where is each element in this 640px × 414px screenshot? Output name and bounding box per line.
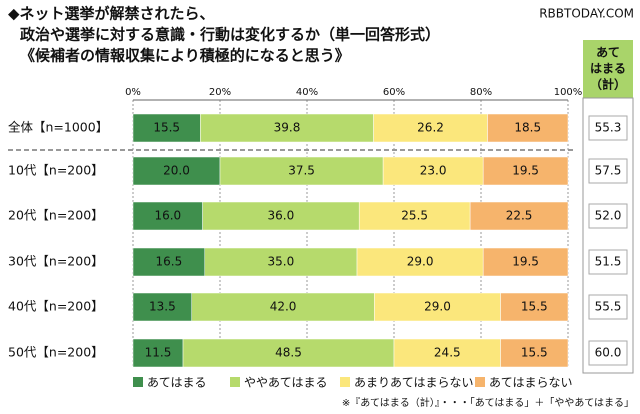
legend-label: あてはまらない	[489, 376, 573, 390]
value-label: 15.5	[521, 346, 548, 360]
bar-segment	[500, 292, 569, 322]
total-label: 60.0	[595, 346, 622, 360]
x-tick-label: 100%	[554, 87, 583, 98]
value-label: 11.5	[145, 346, 172, 360]
total-box	[588, 249, 628, 275]
category-label: 30代【n=200】	[8, 254, 104, 269]
total-column	[582, 97, 634, 374]
footnote: ※『あてはまる（計）』・・・「あてはまる」＋「ややあてはまる」	[342, 396, 634, 409]
value-label: 26.2	[417, 121, 444, 135]
value-label: 15.5	[153, 121, 180, 135]
total-box	[588, 340, 628, 366]
bar-segment	[219, 156, 384, 186]
x-tick-label: 0%	[125, 87, 141, 98]
bar-segment	[132, 338, 184, 368]
value-label: 35.0	[268, 255, 295, 269]
value-label: 19.5	[512, 255, 539, 269]
legend-swatch	[133, 377, 143, 387]
bar-segment	[132, 201, 203, 231]
total-header-box	[583, 40, 633, 98]
bar-segment	[482, 247, 569, 277]
category-label: 全体【n=1000】	[8, 120, 108, 135]
value-label: 37.5	[288, 164, 315, 178]
value-label: 18.5	[514, 121, 541, 135]
total-box	[588, 158, 628, 184]
value-label: 29.0	[424, 300, 451, 314]
watermark: RBBTODAY.COM	[539, 7, 634, 21]
value-label: 48.5	[275, 346, 302, 360]
value-label: 25.5	[401, 209, 428, 223]
bar-segment	[132, 156, 221, 186]
value-label: 13.5	[149, 300, 176, 314]
bar-segment	[132, 247, 206, 277]
x-tick-label: 40%	[296, 87, 318, 98]
legend-label: ややあてはまる	[244, 376, 328, 390]
bar-segment	[487, 113, 569, 143]
legend-swatch	[230, 377, 240, 387]
value-label: 16.5	[156, 255, 183, 269]
total-box	[588, 115, 628, 141]
bar-segment	[132, 113, 201, 143]
legend-swatch	[340, 377, 350, 387]
total-header: あて	[596, 46, 620, 60]
bar-segment	[358, 201, 471, 231]
bar-segment	[393, 338, 501, 368]
x-tick-label: 80%	[470, 87, 492, 98]
bar-segment	[469, 201, 569, 231]
bar-segment	[500, 338, 569, 368]
total-box	[588, 203, 628, 229]
bar-segment	[482, 156, 569, 186]
title-line: ◆ネット選挙が解禁されたら、	[8, 5, 215, 23]
category-label: 40代【n=200】	[8, 299, 104, 314]
total-box	[588, 294, 628, 320]
total-header: （計）	[590, 77, 626, 92]
legend-swatch	[475, 377, 485, 387]
bar-segment	[204, 247, 358, 277]
total-label: 51.5	[595, 255, 622, 269]
bar-segment	[373, 113, 488, 143]
total-header: はまる	[590, 62, 626, 76]
total-label: 55.5	[595, 300, 622, 314]
legend-label: あてはまる	[147, 376, 207, 390]
title-line: 《候補者の情報収集により積極的になると思う》	[20, 47, 350, 65]
value-label: 20.0	[163, 164, 190, 178]
total-label: 52.0	[595, 209, 622, 223]
category-label: 10代【n=200】	[8, 163, 104, 178]
value-label: 23.0	[420, 164, 447, 178]
bar-segment	[202, 201, 360, 231]
bar-segment	[200, 113, 374, 143]
legend-label: あまりあてはまらない	[354, 376, 474, 390]
value-label: 36.0	[268, 209, 295, 223]
x-tick-label: 60%	[383, 87, 405, 98]
value-label: 39.8	[274, 121, 301, 135]
x-tick-label: 20%	[209, 87, 231, 98]
value-label: 16.0	[154, 209, 181, 223]
value-label: 19.5	[512, 164, 539, 178]
total-label: 55.3	[595, 121, 622, 135]
bar-segment	[356, 247, 484, 277]
category-label: 20代【n=200】	[8, 208, 104, 223]
value-label: 42.0	[270, 300, 297, 314]
title-line: 政治や選挙に対する意識・行動は変化するか（単一回答形式）	[20, 26, 440, 44]
total-label: 57.5	[595, 164, 622, 178]
value-label: 15.5	[521, 300, 548, 314]
category-label: 50代【n=200】	[8, 345, 104, 360]
value-label: 22.5	[506, 209, 533, 223]
value-label: 29.0	[407, 255, 434, 269]
bar-segment	[191, 292, 375, 322]
value-label: 24.5	[434, 346, 461, 360]
